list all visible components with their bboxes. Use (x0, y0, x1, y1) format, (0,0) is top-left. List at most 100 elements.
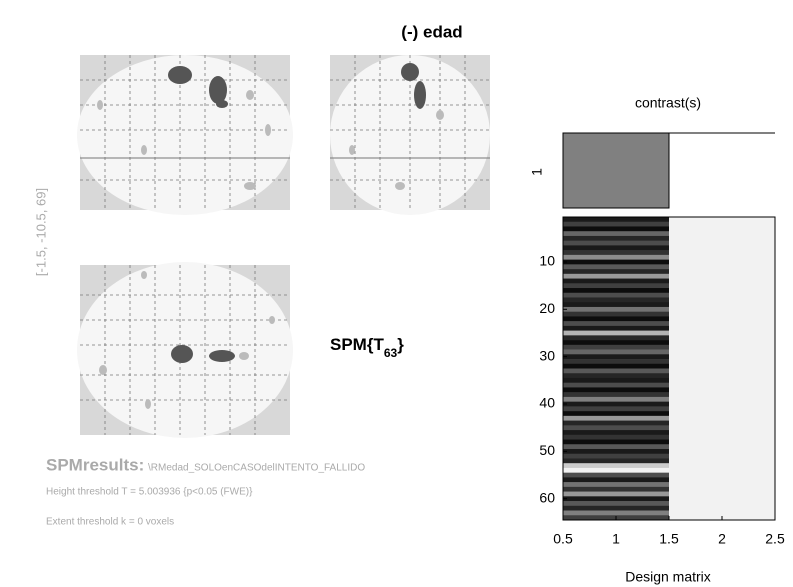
design-cell (669, 402, 775, 407)
design-cell (669, 331, 775, 336)
design-cell (669, 506, 775, 511)
design-cell (669, 397, 775, 402)
design-cell (563, 364, 669, 369)
design-cell (563, 383, 669, 388)
design-cell (563, 454, 669, 459)
spm-figure: (-) edad [-1.5, -10.5, 69] SPM{T63} SPMr… (0, 0, 793, 587)
design-cell (669, 326, 775, 331)
design-cell (669, 411, 775, 416)
design-cell (669, 444, 775, 449)
design-cell (669, 217, 775, 222)
design-cell (563, 440, 669, 445)
design-cell (669, 231, 775, 236)
design-cell (563, 487, 669, 492)
design-cell (563, 511, 669, 516)
design-cell (669, 245, 775, 250)
design-cell (563, 449, 669, 454)
design-cell (669, 473, 775, 478)
design-cell (669, 421, 775, 426)
y-tick-label: 30 (539, 347, 555, 363)
design-cell (669, 250, 775, 255)
design-cell (563, 421, 669, 426)
design-cell (669, 354, 775, 359)
design-cell (563, 340, 669, 345)
design-cell (563, 350, 669, 355)
design-cell (669, 288, 775, 293)
design-cell (669, 511, 775, 516)
design-cell (563, 245, 669, 250)
design-cell (669, 383, 775, 388)
design-cell (563, 406, 669, 411)
design-cell (669, 501, 775, 506)
contrast-title: (-) edad (401, 22, 462, 41)
design-cell (669, 236, 775, 241)
coordinates: [-1.5, -10.5, 69] (33, 188, 48, 276)
design-cell (669, 335, 775, 340)
design-cell (563, 264, 669, 269)
design-cell (563, 387, 669, 392)
x-tick-label: 1 (612, 531, 620, 547)
design-cell (563, 444, 669, 449)
design-cell (563, 302, 669, 307)
x-tick-label: 2 (718, 531, 726, 547)
design-cell (669, 463, 775, 468)
design-cell (563, 506, 669, 511)
design-cell (669, 302, 775, 307)
design-cell (669, 345, 775, 350)
design-cell (563, 269, 669, 274)
design-cell (669, 269, 775, 274)
design-cell (563, 373, 669, 378)
design-cell (563, 345, 669, 350)
design-cell (669, 340, 775, 345)
design-cell (669, 496, 775, 501)
design-cell (563, 222, 669, 227)
design-cell (563, 331, 669, 336)
results-path: \RMedad_SOLOenCASOdelINTENTO_FALLIDO (148, 463, 365, 474)
design-cell (563, 354, 669, 359)
design-cell (669, 440, 775, 445)
design-cell (563, 255, 669, 260)
design-cell (563, 260, 669, 265)
x-tick-label: 2.5 (765, 531, 785, 547)
design-cell (563, 316, 669, 321)
design-cell (669, 316, 775, 321)
statistic: SPM{T63} (330, 335, 404, 360)
design-cell (669, 416, 775, 421)
design-cell (669, 312, 775, 317)
design-cell (669, 279, 775, 284)
design-cell (669, 430, 775, 435)
design-cell (563, 473, 669, 478)
design-cell (669, 241, 775, 246)
contrast-bar (563, 133, 669, 208)
design-cell (563, 312, 669, 317)
design-cell (563, 411, 669, 416)
design-cell (669, 260, 775, 265)
design-cell (669, 297, 775, 302)
x-tick-label: 0.5 (553, 531, 573, 547)
design-matrix-label: Design matrix (625, 569, 711, 585)
design-cell (669, 283, 775, 288)
design-cell (669, 264, 775, 269)
design-cell (669, 477, 775, 482)
mip-sagittal (77, 55, 293, 215)
y-tick-label: 60 (539, 489, 555, 505)
design-cell (563, 492, 669, 497)
design-cell (563, 425, 669, 430)
design-cell (563, 496, 669, 501)
y-tick-label: 50 (539, 442, 555, 458)
design-cell (669, 359, 775, 364)
design-cell (563, 482, 669, 487)
design-cell (669, 321, 775, 326)
design-cell (563, 501, 669, 506)
statistic-prefix: SPM{T (330, 335, 384, 354)
design-cell (563, 477, 669, 482)
design-cell (563, 321, 669, 326)
design-cell (563, 335, 669, 340)
y-tick-label: 40 (539, 395, 555, 411)
design-cell (563, 416, 669, 421)
design-cell (669, 274, 775, 279)
design-cell (563, 236, 669, 241)
design-cell (563, 458, 669, 463)
design-cell (669, 487, 775, 492)
design-cell (669, 222, 775, 227)
